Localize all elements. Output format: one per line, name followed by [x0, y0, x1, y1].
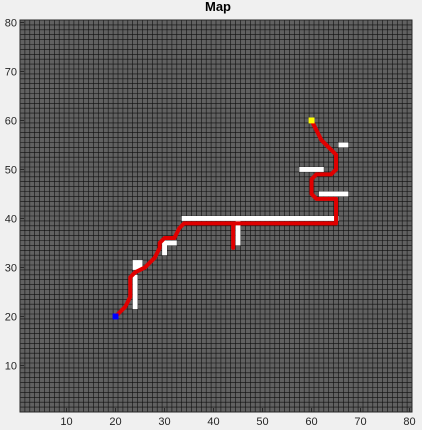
x-tick-label: 70	[354, 416, 366, 428]
x-tick-label: 30	[158, 416, 170, 428]
y-axis: 10 20 30 40 50 60 70 80	[5, 17, 24, 372]
y-tick-label: 10	[5, 360, 17, 372]
obstacle-cell	[132, 260, 143, 265]
obstacle-cell	[167, 240, 177, 246]
y-tick-label: 20	[5, 311, 17, 323]
path-line	[113, 118, 339, 319]
obstacle-cell	[132, 274, 138, 310]
chart-title: Map	[205, 0, 231, 14]
obstacle-cell	[299, 167, 324, 172]
x-tick-label: 10	[60, 416, 72, 428]
y-tick-label: 30	[5, 262, 17, 274]
x-tick-label: 40	[207, 416, 219, 428]
y-tick-label: 70	[5, 66, 17, 78]
obstacle-cell	[338, 142, 349, 148]
x-tick-label: 80	[403, 416, 415, 428]
y-tick-label: 80	[5, 17, 17, 29]
obstacle-cell	[235, 220, 241, 246]
x-tick-label: 50	[256, 416, 268, 428]
x-tick-label: 20	[109, 416, 121, 428]
start-marker	[112, 313, 119, 320]
obstacle-cell	[318, 191, 349, 197]
obstacle-cell	[132, 265, 143, 270]
goal-marker	[308, 117, 315, 124]
y-tick-label: 50	[5, 164, 17, 176]
y-tick-label: 60	[5, 115, 17, 127]
y-tick-label: 40	[5, 213, 17, 225]
plot-area	[19, 19, 413, 413]
obstacle-cell	[162, 240, 167, 256]
obstacle-cell	[181, 216, 339, 221]
x-tick-label: 60	[305, 416, 317, 428]
x-axis: 10 20 30 40 50 60 70 80	[60, 408, 416, 428]
axes-box	[19, 19, 413, 413]
